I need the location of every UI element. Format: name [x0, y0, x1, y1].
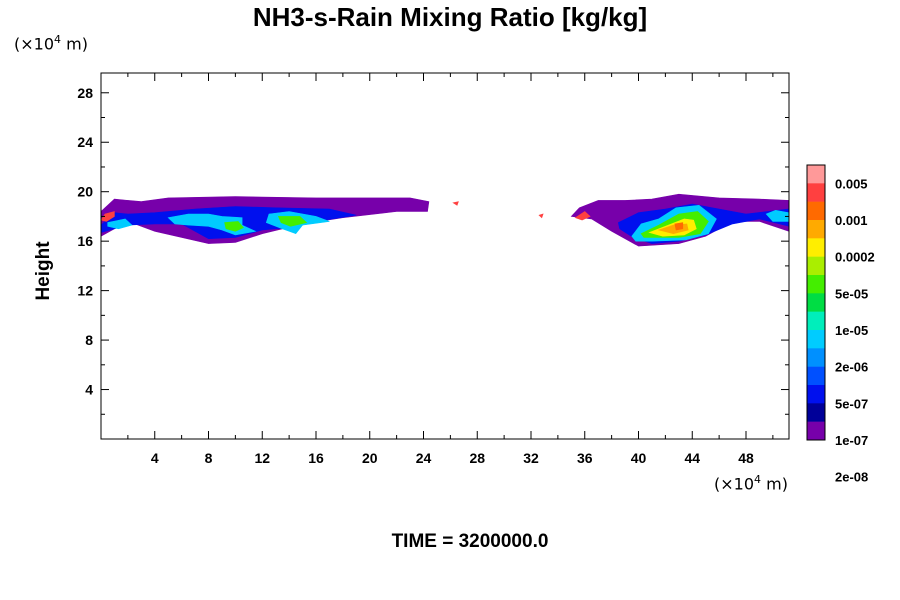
colorbar-swatch [807, 238, 825, 257]
colorbar-swatch [807, 421, 825, 441]
y-tick-label: 4 [85, 382, 93, 398]
y-tick-label: 12 [77, 283, 93, 299]
colorbar-swatch [807, 165, 825, 184]
time-label: TIME = 3200000.0 [391, 531, 549, 552]
chart-title: NH3-s-Rain Mixing Ratio [kg/kg] [252, 2, 648, 32]
y-axis-unit: (×104 m) [14, 33, 88, 54]
colorbar-swatch [807, 403, 825, 422]
colorbar-swatch [807, 220, 825, 239]
colorbar: 0.005 0.001 0.0002 5e-05 1e-05 2e-06 5e-07 1e-0… [806, 164, 875, 485]
x-tick-label: 36 [577, 450, 593, 466]
y-tick-label: 20 [77, 184, 93, 200]
colorbar-swatch [807, 293, 825, 312]
x-tick-label: 4 [151, 450, 159, 466]
contour-region [538, 213, 544, 219]
colorbar-swatch [807, 330, 825, 349]
x-tick-label: 40 [631, 450, 647, 466]
x-tick-label: 48 [738, 450, 754, 466]
colorbar-swatch [807, 201, 825, 221]
x-tick-label: 24 [416, 450, 432, 466]
colorbar-swatch [807, 311, 825, 331]
colorbar-swatch [807, 183, 825, 202]
colorbar-label: 0.005 [835, 176, 868, 191]
contour-region [277, 216, 308, 227]
contour-region [107, 218, 133, 230]
x-tick-label: 20 [362, 450, 378, 466]
contour-region [100, 211, 115, 222]
colorbar-label: 1e-05 [835, 323, 868, 338]
colorbar-label: 1e-07 [835, 433, 868, 448]
contour-region [452, 201, 459, 206]
colorbar-swatch [807, 366, 825, 386]
x-tick-label: 16 [308, 450, 324, 466]
colorbar-frame [806, 164, 826, 441]
contour-fill-layer [100, 193, 790, 247]
colorbar-swatch [807, 385, 825, 404]
plot-frame [100, 72, 790, 440]
contour-region [224, 221, 244, 232]
x-tick-label: 8 [205, 450, 213, 466]
x-tick-label: 28 [469, 450, 485, 466]
x-tick-label: 32 [523, 450, 539, 466]
colorbar-swatch [807, 348, 825, 367]
colorbar-label: 2e-06 [835, 360, 868, 375]
y-tick-label: 16 [77, 233, 93, 249]
colorbar-label: 2e-08 [835, 470, 868, 485]
y-tick-label: 8 [85, 332, 93, 348]
colorbar-label: 0.001 [835, 213, 868, 228]
colorbar-label: 5e-07 [835, 396, 868, 411]
colorbar-swatch [807, 256, 825, 276]
colorbar-swatch [807, 275, 825, 294]
y-tick-label: 28 [77, 85, 93, 101]
contour-region [674, 222, 684, 231]
x-tick-label: 44 [684, 450, 700, 466]
colorbar-label: 5e-05 [835, 286, 868, 301]
contour-region [574, 211, 591, 221]
y-tick-label: 24 [77, 134, 93, 150]
colorbar-label: 0.0002 [835, 250, 875, 265]
x-axis-unit: (×104 m) [714, 473, 788, 494]
x-tick-label: 12 [254, 450, 270, 466]
